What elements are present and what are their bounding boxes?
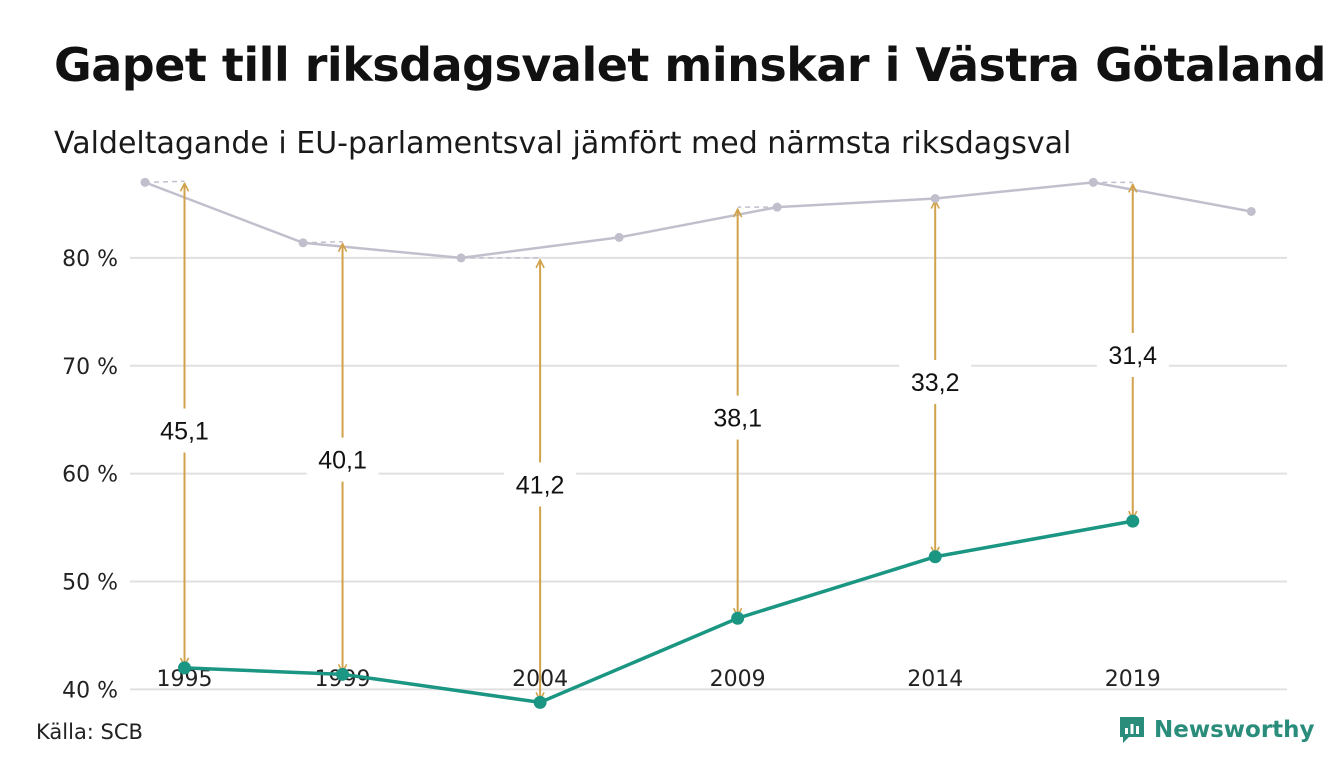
eu-point xyxy=(533,695,547,709)
riksdag-series-line xyxy=(144,181,1252,260)
x-tick-label: 2019 xyxy=(1105,667,1161,692)
gap-label-background xyxy=(148,408,221,453)
y-tick-label: 60 % xyxy=(62,463,118,488)
chart-title: Gapet till riksdagsvalet minskar i Västr… xyxy=(54,38,1326,92)
riksdag-point xyxy=(1246,206,1256,216)
y-tick-label: 80 % xyxy=(62,247,118,272)
gap-value-label: 31,4 xyxy=(1108,342,1157,370)
brand-name: Newsworthy xyxy=(1154,717,1315,743)
eu-point xyxy=(1126,514,1140,528)
x-tick-label: 2009 xyxy=(710,667,766,692)
y-tick-label: 50 % xyxy=(62,571,118,596)
riksdag-point xyxy=(456,253,466,263)
riksdag-point xyxy=(930,194,940,204)
gap-label-background xyxy=(306,437,379,482)
gap-value-label: 33,2 xyxy=(911,369,960,397)
gap-value-label: 45,1 xyxy=(160,418,209,446)
chart-subtitle: Valdeltagande i EU-parlamentsval jämfört… xyxy=(54,126,1072,161)
gap-value-label: 40,1 xyxy=(318,447,367,475)
gap-label-background xyxy=(899,359,972,404)
gap-label-background xyxy=(504,462,577,507)
y-tick-label: 40 % xyxy=(62,678,118,703)
eu-point xyxy=(731,611,745,625)
riksdag-point xyxy=(140,177,150,187)
eu-point xyxy=(336,667,350,681)
eu-series-line xyxy=(184,519,1134,705)
eu-point xyxy=(928,550,942,564)
y-tick-label: 70 % xyxy=(62,355,118,380)
gap-value-label: 38,1 xyxy=(713,405,762,433)
gap-value-label: 41,2 xyxy=(516,471,565,499)
gap-label-background xyxy=(701,395,774,440)
x-tick-label: 2014 xyxy=(907,667,963,692)
eu-point xyxy=(178,661,192,675)
riksdag-point xyxy=(298,238,308,248)
riksdag-point xyxy=(614,232,624,242)
gap-label-background xyxy=(1096,332,1169,377)
riksdag-point xyxy=(1088,177,1098,187)
source-note: Källa: SCB xyxy=(36,720,143,744)
newsworthy-logo-icon xyxy=(1120,717,1144,743)
gap-connector-dash xyxy=(303,240,343,244)
gap-connector-dash xyxy=(144,180,185,184)
riksdag-point xyxy=(772,202,782,212)
brand[interactable]: Newsworthy xyxy=(1118,714,1315,746)
